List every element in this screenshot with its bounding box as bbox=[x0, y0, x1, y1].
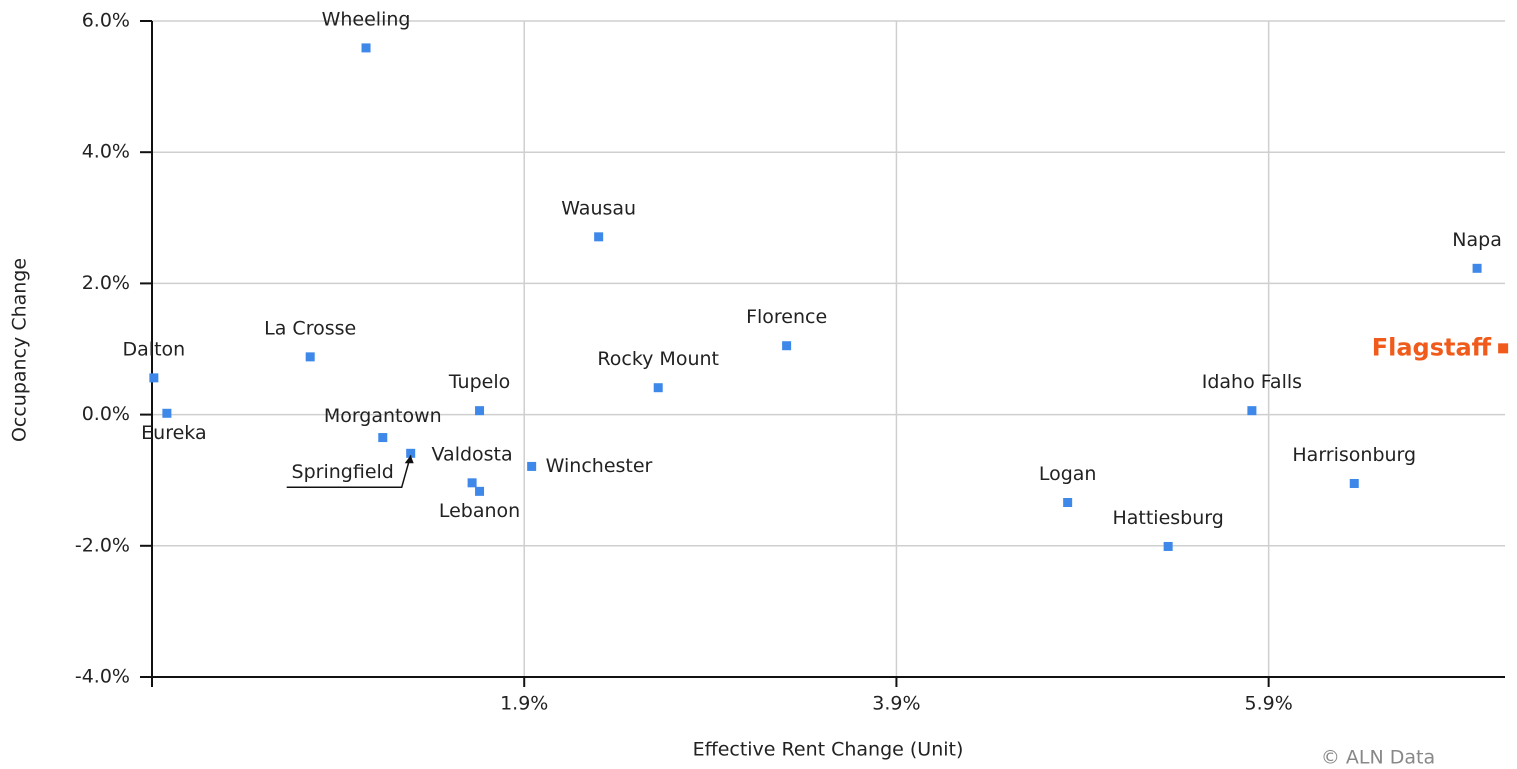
y-tick-label: -2.0% bbox=[75, 534, 130, 556]
point bbox=[1349, 478, 1359, 488]
leader-line bbox=[286, 455, 412, 489]
leader-arrow bbox=[404, 455, 414, 464]
point bbox=[527, 461, 537, 471]
point bbox=[406, 448, 416, 458]
point bbox=[467, 478, 477, 488]
point-label: Napa bbox=[1452, 229, 1502, 251]
point-label: Eureka bbox=[141, 422, 206, 444]
point-label: Wheeling bbox=[322, 8, 411, 30]
y-tick-label: 6.0% bbox=[82, 10, 130, 32]
point bbox=[1472, 263, 1482, 273]
point-label: Florence bbox=[746, 306, 827, 328]
y-tick-label: -4.0% bbox=[75, 666, 130, 688]
point bbox=[1247, 406, 1257, 416]
point-label: Harrisonburg bbox=[1292, 444, 1416, 466]
point-label: Rocky Mount bbox=[597, 348, 719, 370]
point bbox=[653, 383, 663, 393]
point bbox=[378, 433, 388, 443]
point-label: Lebanon bbox=[439, 500, 520, 522]
point bbox=[1498, 343, 1509, 354]
x-axis-label: Effective Rent Change (Unit) bbox=[693, 739, 964, 761]
point bbox=[162, 408, 172, 418]
point-label: Tupelo bbox=[448, 371, 510, 393]
y-axis-label: Occupancy Change bbox=[9, 258, 31, 442]
point-label: La Crosse bbox=[264, 317, 356, 339]
point bbox=[475, 486, 485, 496]
point bbox=[782, 341, 792, 351]
point-label: Morgantown bbox=[324, 405, 442, 427]
point-label: Idaho Falls bbox=[1202, 371, 1302, 393]
point-label: Logan bbox=[1039, 463, 1097, 485]
point bbox=[1163, 541, 1173, 551]
x-tick-label: 5.9% bbox=[1245, 693, 1293, 715]
y-tick-label: 4.0% bbox=[82, 141, 130, 163]
point bbox=[149, 373, 159, 383]
x-tick-label: 3.9% bbox=[872, 693, 920, 715]
point-label: Springfield bbox=[292, 461, 394, 483]
point bbox=[305, 352, 315, 362]
y-tick-label: 0.0% bbox=[82, 403, 130, 425]
point bbox=[594, 232, 604, 242]
point-label: Valdosta bbox=[432, 443, 513, 465]
point-label: Winchester bbox=[546, 455, 653, 477]
y-tick-label: 2.0% bbox=[82, 272, 130, 294]
point-label: Wausau bbox=[561, 197, 636, 219]
x-tick-label: 1.9% bbox=[500, 693, 548, 715]
point-label: Dalton bbox=[123, 338, 186, 360]
point-label: Hattiesburg bbox=[1112, 507, 1223, 529]
point-label: Flagstaff bbox=[1372, 333, 1492, 361]
point bbox=[1063, 498, 1073, 508]
source: © ALN Data bbox=[1321, 747, 1435, 769]
point bbox=[475, 406, 485, 416]
point bbox=[361, 43, 371, 53]
